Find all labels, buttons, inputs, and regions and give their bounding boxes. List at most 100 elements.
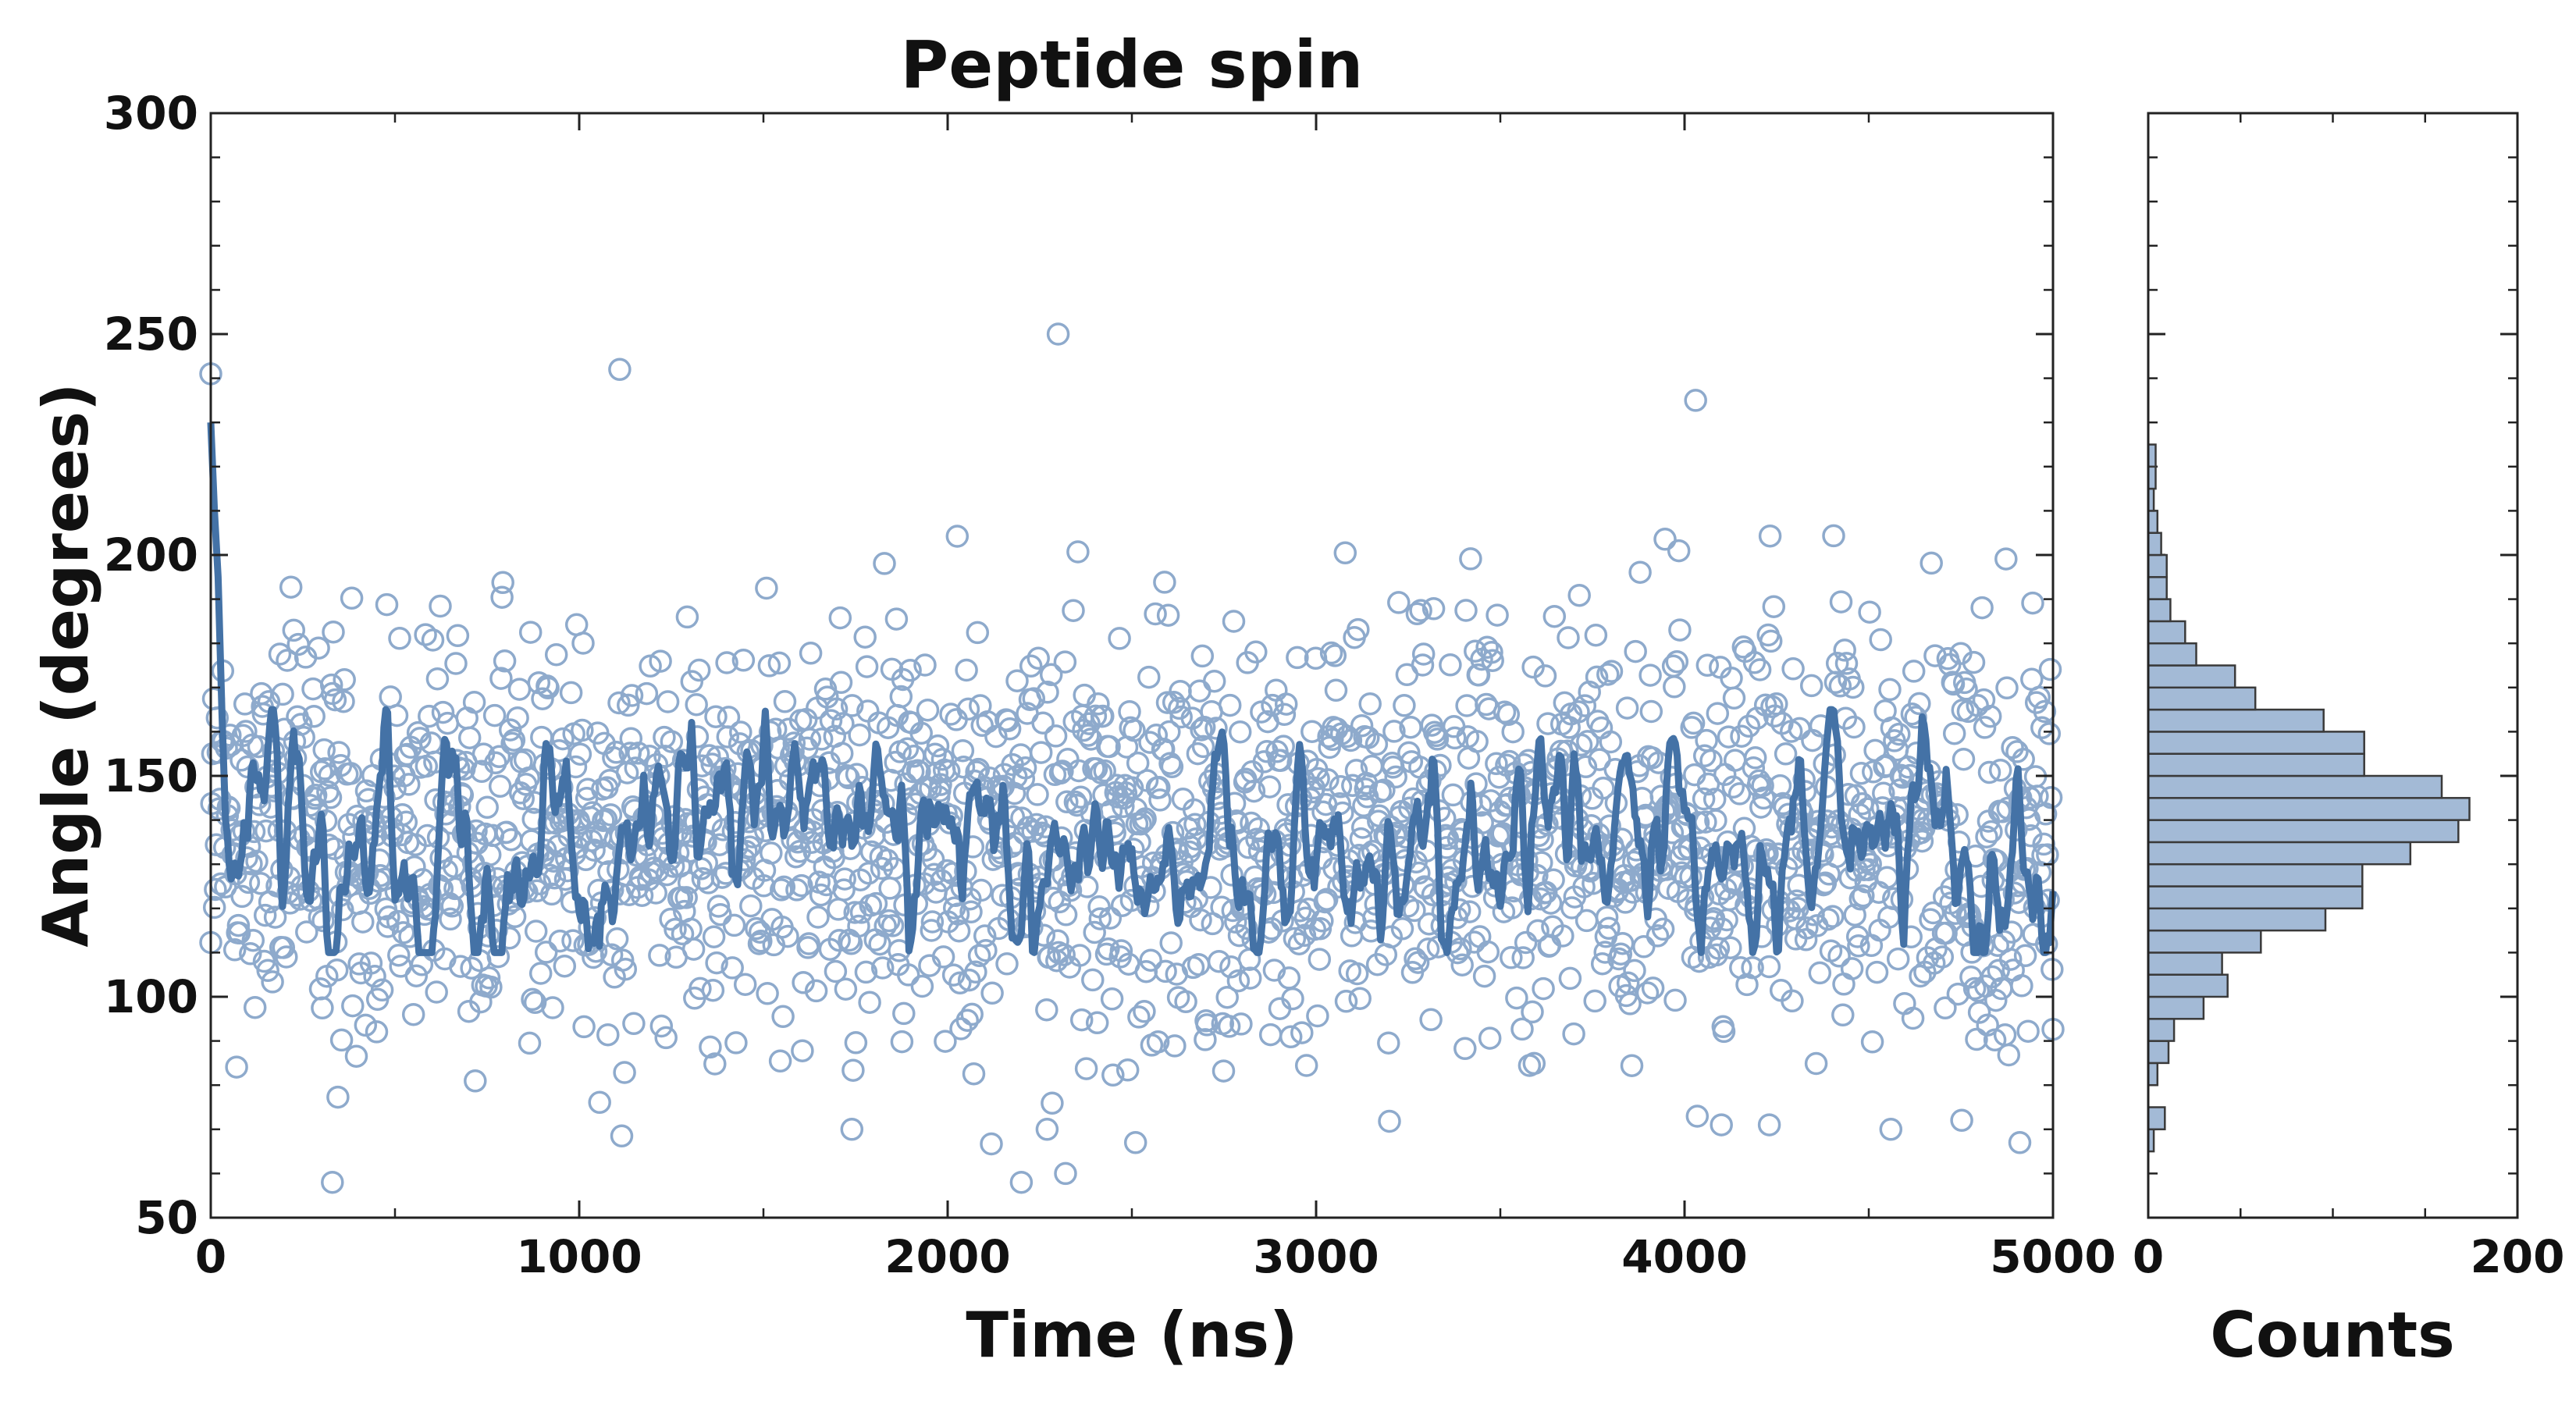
scatter-point xyxy=(518,1031,542,1055)
histogram-bar xyxy=(2147,774,2443,799)
scatter-point xyxy=(1749,795,1773,819)
scatter-point xyxy=(1053,650,1077,674)
scatter-point xyxy=(919,777,942,800)
scatter-point xyxy=(1100,987,1124,1011)
scatter-point xyxy=(518,621,543,644)
scatter-point xyxy=(1984,988,2008,1012)
scatter-point xyxy=(1101,1063,1125,1087)
scatter-point xyxy=(1799,674,1823,698)
scatter-point xyxy=(1048,761,1073,785)
scatter-point xyxy=(1679,865,1703,889)
scatter-point xyxy=(884,607,909,631)
scatter-point xyxy=(511,787,535,810)
scatter-point xyxy=(204,877,227,902)
scatter-point xyxy=(439,907,462,931)
scatter-point xyxy=(610,1124,634,1148)
scatter-point xyxy=(1638,663,1662,687)
scatter-point xyxy=(401,1002,425,1026)
scatter-point xyxy=(502,728,526,752)
scatter-point xyxy=(831,712,855,735)
scatter-point xyxy=(1840,957,1864,980)
scatter-point xyxy=(253,903,277,927)
scatter-point xyxy=(608,357,632,382)
scatter-point xyxy=(1315,887,1339,911)
scatter-point xyxy=(1005,669,1029,692)
scatter-point xyxy=(488,774,512,799)
scatter-point xyxy=(1144,724,1169,747)
scatter-point xyxy=(1108,627,1131,650)
scatter-point xyxy=(974,938,998,962)
scatter-point xyxy=(507,678,532,701)
scatter-point xyxy=(881,914,905,937)
scatter-point xyxy=(1290,1021,1314,1044)
scatter-point xyxy=(889,685,913,709)
scatter-point xyxy=(1443,726,1467,750)
scatter-point xyxy=(873,914,897,938)
scatter-point xyxy=(1834,652,1859,675)
scatter-point xyxy=(809,727,834,751)
scatter-point xyxy=(1762,595,1786,618)
scatter-point xyxy=(1595,905,1619,929)
scatter-point xyxy=(1087,692,1110,716)
scatter-point xyxy=(1879,1118,1903,1141)
scatter-point xyxy=(268,642,292,666)
scatter-point xyxy=(1865,960,1889,984)
scatter-point xyxy=(617,883,641,906)
scatter-point xyxy=(1019,654,1043,678)
scatter-point xyxy=(1592,776,1615,800)
scatter-point xyxy=(599,803,623,827)
scatter-point xyxy=(205,706,229,730)
scatter-point xyxy=(311,996,334,1020)
scatter-point xyxy=(1416,937,1440,961)
scatter-point xyxy=(1825,652,1849,675)
scatter-point xyxy=(444,652,468,675)
scatter-point xyxy=(301,677,325,701)
scatter-point xyxy=(1137,665,1161,689)
scatter-point xyxy=(1109,939,1133,962)
scatter-point xyxy=(1323,644,1347,667)
scatter-point xyxy=(1709,656,1732,679)
scatter-point xyxy=(243,995,267,1019)
scatter-point xyxy=(347,952,371,976)
scatter-point xyxy=(1409,599,1432,622)
scatter-point xyxy=(1146,1030,1170,1054)
scatter-point xyxy=(931,945,955,969)
scatter-point xyxy=(1942,721,1966,745)
scatter-point xyxy=(506,706,529,730)
scatter-point xyxy=(790,873,813,898)
scatter-point xyxy=(1748,658,1772,681)
scatter-point xyxy=(1155,691,1179,714)
scatter-point xyxy=(1476,940,1500,964)
scatter-point xyxy=(1952,747,1976,771)
y-tick-label: 300 xyxy=(104,87,198,140)
scatter-point xyxy=(892,1001,916,1026)
scatter-point xyxy=(898,658,922,682)
scatter-point xyxy=(521,987,544,1012)
scatter-point xyxy=(687,658,711,682)
scatter-point xyxy=(1955,678,1978,701)
scatter-point xyxy=(1324,678,1348,702)
scatter-point xyxy=(964,960,987,984)
main-plot: 0 1000 2000 3000 4000 5000 50 100 150 200 250 300 T… xyxy=(30,87,2517,1371)
scatter-point xyxy=(1567,583,1591,607)
scatter-point xyxy=(1083,704,1108,728)
scatter-point xyxy=(531,687,554,710)
scatter-point xyxy=(701,978,725,1002)
scatter-point xyxy=(829,670,853,695)
scatter-point xyxy=(1046,929,1069,953)
scatter-point xyxy=(318,786,343,809)
histogram-x-tick-label: 0 xyxy=(2133,1230,2164,1283)
running-average-line xyxy=(207,422,2057,956)
scatter-point xyxy=(699,1035,722,1059)
scatter-point xyxy=(873,552,896,575)
scatter-point xyxy=(1970,596,1994,620)
scatter-point xyxy=(1988,758,2012,782)
scatter-point xyxy=(722,913,746,937)
scatter-point xyxy=(1411,642,1436,666)
scatter-point xyxy=(1055,790,1079,814)
scatter-point xyxy=(321,1170,344,1194)
scatter-point xyxy=(1022,687,1046,710)
scatter-point xyxy=(1902,660,1926,683)
scatter-point xyxy=(222,938,247,962)
scatter-point xyxy=(1133,1000,1156,1023)
